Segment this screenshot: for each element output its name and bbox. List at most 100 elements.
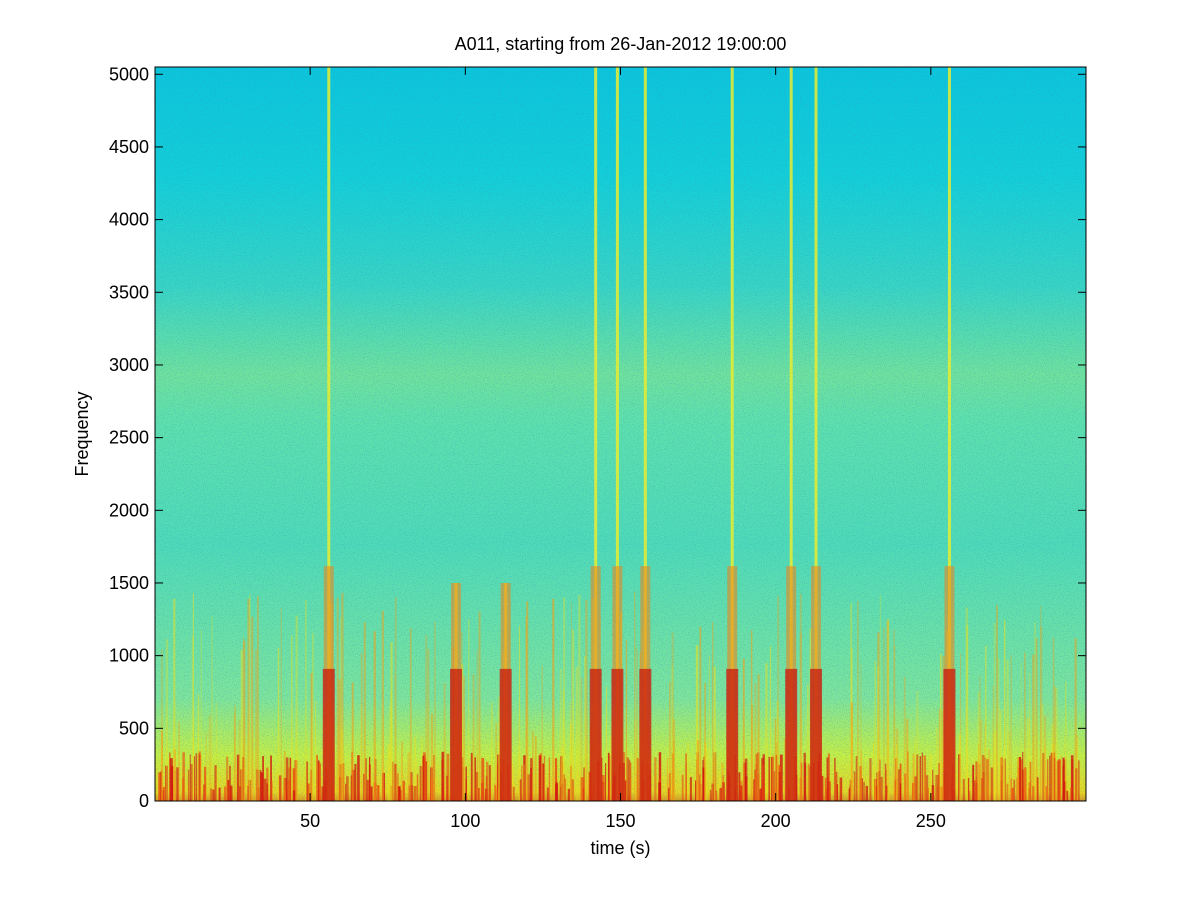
low-band-streak <box>628 759 631 801</box>
low-band-streak <box>200 630 202 801</box>
low-band-streak <box>560 786 562 801</box>
event-core <box>726 668 739 801</box>
low-band-streak <box>624 780 627 801</box>
low-band-streak <box>518 625 521 801</box>
low-band-streak <box>738 772 741 801</box>
low-band-streak <box>543 755 546 801</box>
low-band-streak <box>1056 759 1060 801</box>
low-band-streak <box>1021 759 1023 801</box>
low-band-streak <box>671 753 674 801</box>
low-band-streak <box>191 635 194 801</box>
event-streak <box>726 67 739 801</box>
low-band-streak <box>211 616 213 801</box>
low-band-streak <box>229 765 231 801</box>
low-band-streak <box>340 617 342 801</box>
event-streak <box>810 67 823 801</box>
event-core <box>785 668 798 801</box>
low-band-streak <box>899 763 902 801</box>
low-band-streak <box>413 786 417 801</box>
event-line <box>789 67 793 801</box>
low-band-streak <box>442 783 445 801</box>
low-band-streak <box>929 754 932 801</box>
low-band-streak <box>997 658 1000 801</box>
low-band-streak <box>916 754 919 801</box>
low-band-streak <box>214 765 217 801</box>
event-streak <box>589 67 602 801</box>
low-band-streak <box>775 742 778 801</box>
low-band-streak <box>634 591 636 801</box>
low-band-streak <box>636 647 638 801</box>
y-tick-label: 1500 <box>109 573 149 593</box>
event-streak <box>785 67 798 801</box>
y-tick-label: 500 <box>119 718 149 738</box>
low-band-streak <box>360 703 362 801</box>
low-band-streak <box>315 700 317 801</box>
low-band-streak <box>960 653 962 801</box>
low-band-streak <box>192 593 194 801</box>
low-band-streak <box>905 718 909 801</box>
low-band-streak <box>1050 752 1054 801</box>
low-band-streak <box>249 594 251 801</box>
low-band-streak <box>312 633 314 801</box>
low-band-streak <box>481 757 485 801</box>
low-band-streak <box>827 753 831 801</box>
low-band-streak <box>635 720 638 801</box>
low-band-streak <box>287 779 291 801</box>
low-band-streak <box>869 758 872 801</box>
low-band-streak <box>240 649 244 801</box>
low-band-streak <box>669 681 671 801</box>
low-band-streak <box>394 674 396 801</box>
low-band-streak <box>968 790 971 801</box>
event-streak <box>639 67 652 801</box>
low-band-streak <box>474 757 476 801</box>
low-band-streak <box>755 753 758 801</box>
low-band-streak <box>476 649 478 801</box>
low-band-streak <box>270 781 273 801</box>
event-streak <box>943 67 956 801</box>
low-band-streak <box>882 628 885 801</box>
low-band-streak <box>605 763 607 801</box>
low-band-streak <box>993 622 996 801</box>
low-band-streak <box>719 788 723 801</box>
low-band-streak <box>925 775 929 801</box>
low-band-streak <box>263 778 267 801</box>
low-band-streak <box>477 787 481 801</box>
low-band-streak <box>178 721 180 801</box>
low-band-streak <box>189 754 191 801</box>
low-band-streak <box>914 738 916 801</box>
low-band-streak <box>860 663 862 801</box>
low-band-streak <box>187 769 190 801</box>
low-band-streak <box>563 774 565 801</box>
low-band-streak <box>294 760 298 801</box>
y-tick-label: 3000 <box>109 355 149 375</box>
low-band-streak <box>571 779 574 801</box>
low-band-streak <box>672 719 676 801</box>
low-band-streak <box>336 597 339 801</box>
low-band-streak <box>208 715 212 801</box>
low-band-streak <box>958 733 962 801</box>
event-line <box>643 67 647 801</box>
low-band-streak <box>986 759 990 801</box>
low-band-streak <box>1043 715 1047 801</box>
low-band-streak <box>778 771 782 801</box>
low-band-streak <box>559 756 563 801</box>
x-axis-label: time (s) <box>591 838 651 858</box>
low-band-streak <box>1051 724 1054 801</box>
low-band-streak <box>570 722 572 801</box>
low-band-streak <box>940 710 943 801</box>
low-band-streak <box>575 666 579 801</box>
low-band-streak <box>758 789 762 801</box>
low-band-streak <box>779 754 783 801</box>
low-band-streak <box>993 731 996 801</box>
low-band-streak <box>853 771 856 801</box>
low-band-streak <box>979 676 981 801</box>
low-band-streak <box>1077 737 1079 801</box>
low-band-streak <box>387 744 390 801</box>
low-band-streak <box>966 624 969 801</box>
low-band-streak <box>363 622 366 801</box>
low-band-streak <box>562 689 565 801</box>
low-band-streak <box>704 742 707 801</box>
low-band-streak <box>1010 655 1012 801</box>
low-band-streak <box>671 664 673 801</box>
low-band-streak <box>382 772 385 801</box>
